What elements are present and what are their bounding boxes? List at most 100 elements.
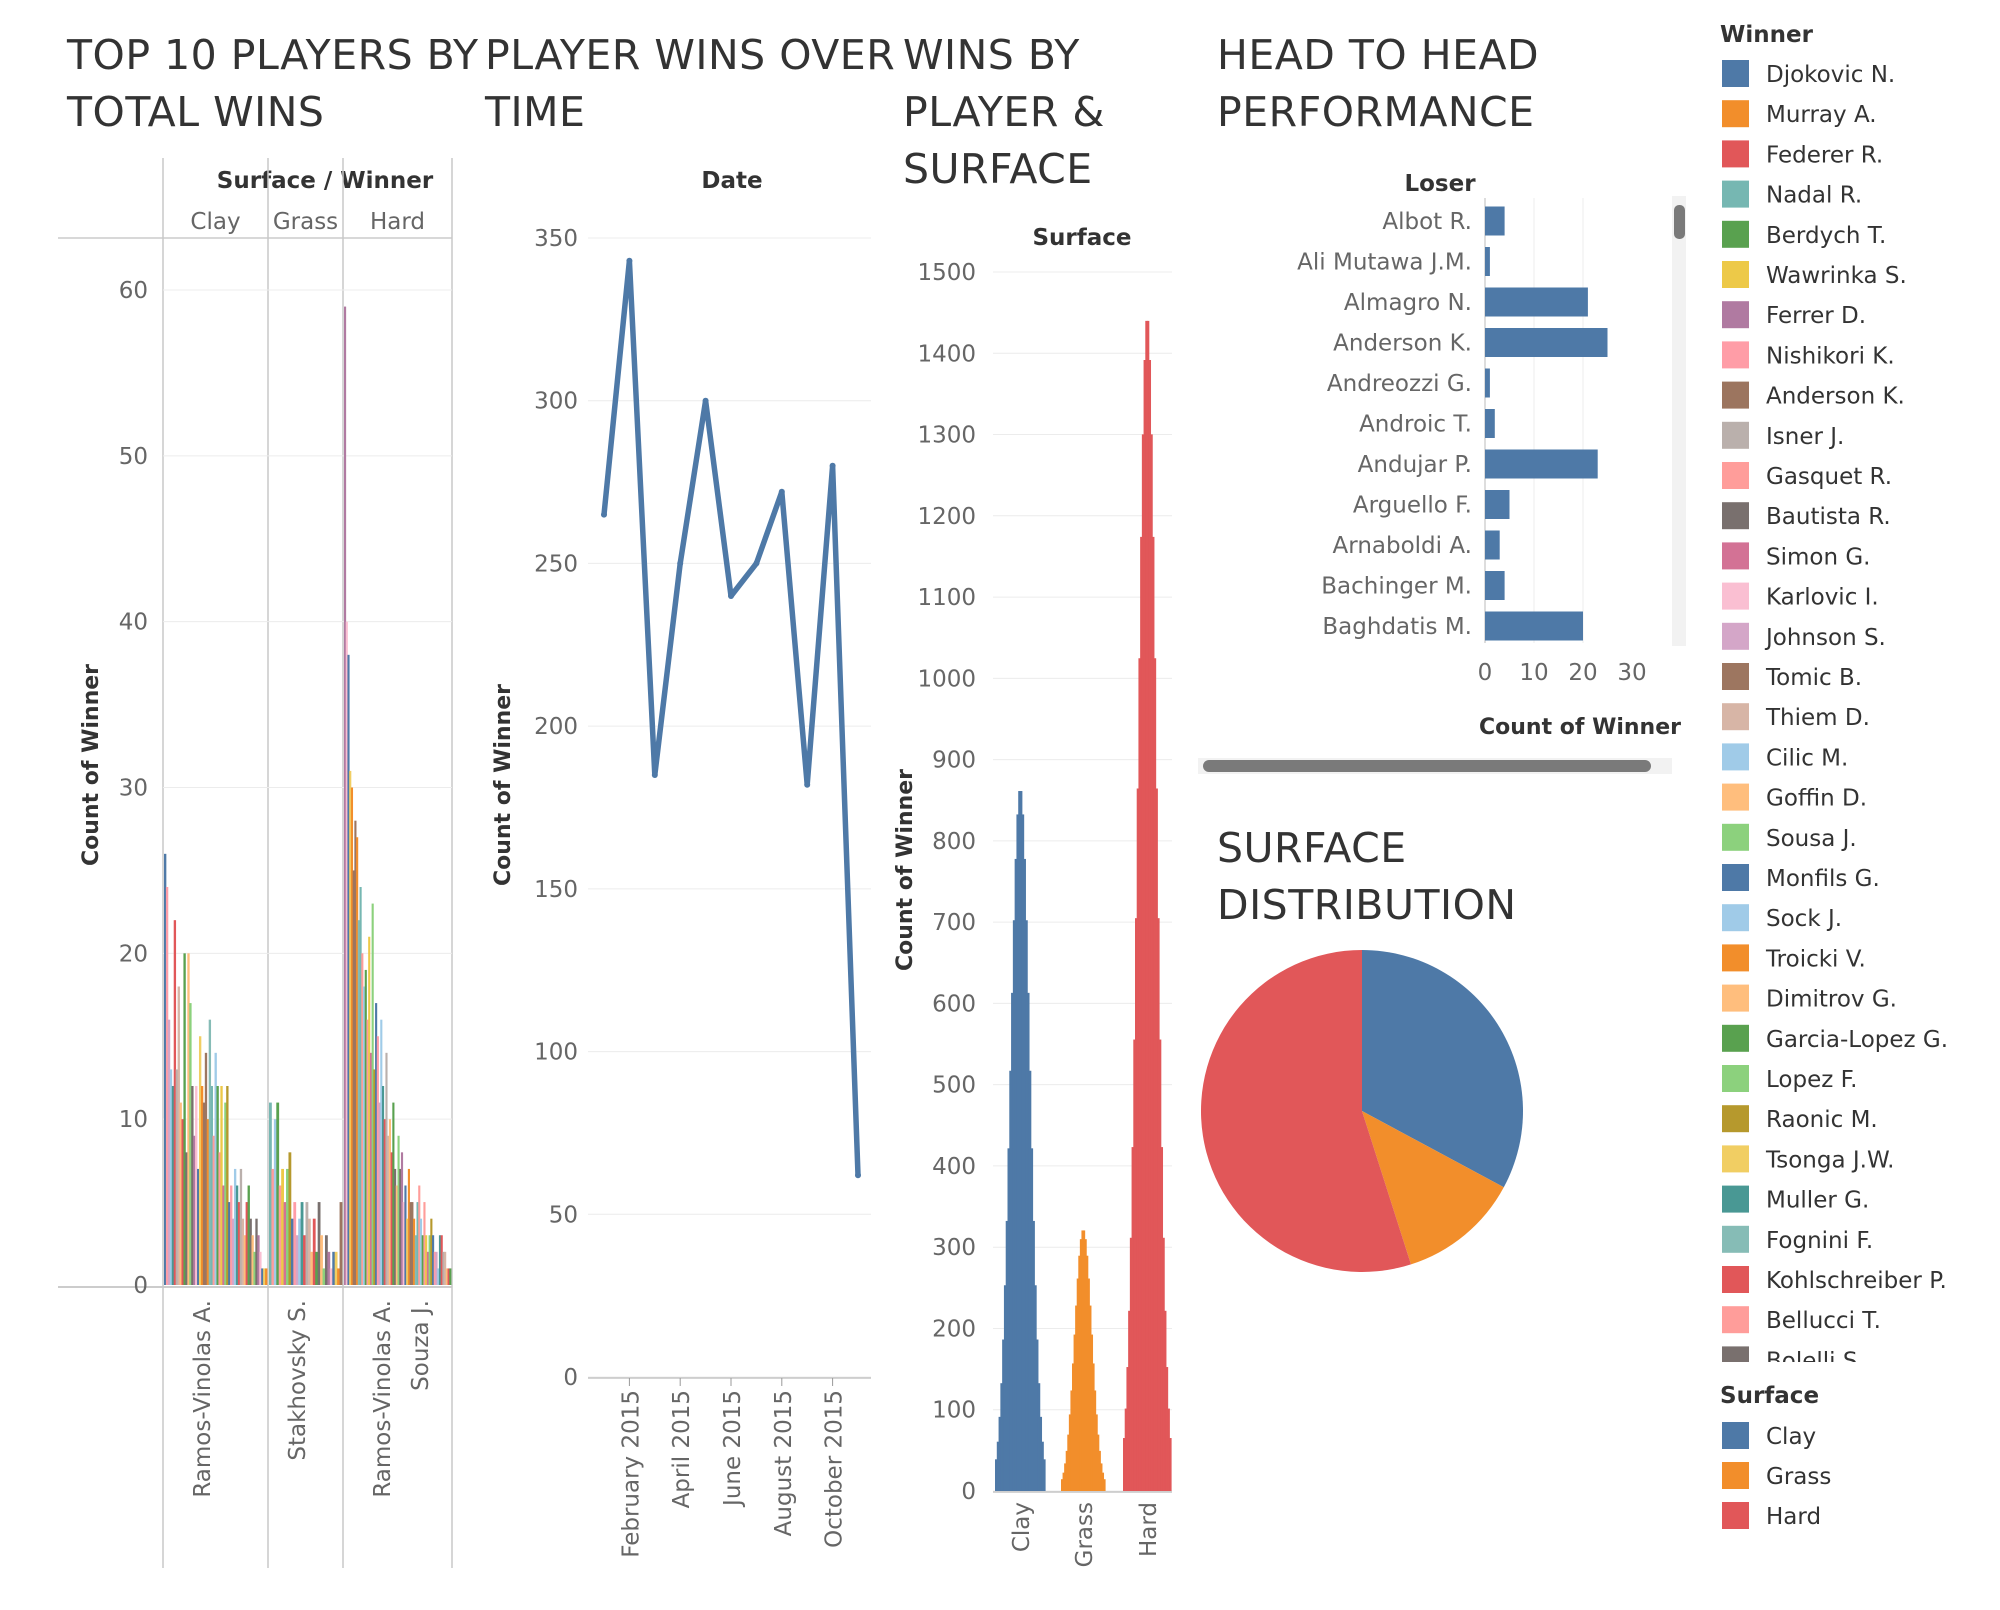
by-surface-bar[interactable] <box>1126 1367 1129 1491</box>
by-surface-bar[interactable] <box>1167 1408 1170 1491</box>
top10-bar[interactable] <box>406 1218 409 1285</box>
h2h-bar[interactable] <box>1485 287 1588 317</box>
top10-bar[interactable] <box>356 837 359 1285</box>
top10-bar[interactable] <box>373 1069 376 1285</box>
by-surface-bar[interactable] <box>1070 1390 1073 1491</box>
top10-bar[interactable] <box>383 1119 386 1285</box>
h2h-hscroll-thumb[interactable] <box>1203 760 1651 772</box>
top10-bar[interactable] <box>224 1102 227 1285</box>
top10-bar[interactable] <box>187 953 190 1285</box>
top10-bar[interactable] <box>350 787 354 1286</box>
winner-legend-item[interactable]: Cilic M. <box>1766 745 1848 771</box>
by-surface-bar[interactable] <box>1097 1434 1100 1491</box>
surface-legend-item[interactable]: Hard <box>1766 1504 1821 1530</box>
by-surface-bar[interactable] <box>1089 1305 1092 1491</box>
top10-bar[interactable] <box>191 1086 194 1285</box>
by-surface-bar[interactable] <box>1135 918 1138 1491</box>
top10-bar[interactable] <box>418 1185 421 1286</box>
winner-legend-item[interactable]: Ferrer D. <box>1766 303 1866 329</box>
top10-bar[interactable] <box>347 654 350 1285</box>
winner-legend-item[interactable]: Fognini F. <box>1766 1228 1873 1254</box>
h2h-bar[interactable] <box>1485 368 1490 398</box>
by-surface-bar[interactable] <box>1067 1434 1070 1491</box>
top10-bar[interactable] <box>349 770 352 1285</box>
top10-bar[interactable] <box>357 920 360 1285</box>
top10-bar[interactable] <box>212 1135 215 1285</box>
top10-bar[interactable] <box>375 1003 378 1285</box>
by-surface-bar[interactable] <box>1030 1148 1034 1491</box>
top10-bar[interactable] <box>197 1168 200 1285</box>
top10-bar[interactable] <box>419 1218 423 1285</box>
top10-bar[interactable] <box>286 1168 289 1285</box>
top10-bar[interactable] <box>400 1152 404 1285</box>
top10-bar[interactable] <box>177 986 180 1286</box>
top10-bar[interactable] <box>298 1218 302 1285</box>
by-surface-bar[interactable] <box>1164 1310 1167 1491</box>
top10-bar[interactable] <box>320 1235 323 1285</box>
by-surface-bar[interactable] <box>1129 1237 1133 1491</box>
by-surface-bar[interactable] <box>1061 1479 1064 1491</box>
h2h-vscroll-track[interactable] <box>1672 196 1686 646</box>
pie-slice[interactable] <box>1200 949 1411 1273</box>
by-surface-bar[interactable] <box>1148 360 1152 1491</box>
top10-bar[interactable] <box>411 1202 414 1285</box>
top10-bar[interactable] <box>378 1102 381 1285</box>
top10-bar[interactable] <box>315 1251 319 1285</box>
by-surface-bar[interactable] <box>1014 858 1018 1491</box>
top10-bar[interactable] <box>332 1251 336 1285</box>
top10-bar[interactable] <box>438 1235 442 1285</box>
top10-bar[interactable] <box>414 1235 417 1285</box>
h2h-bar[interactable] <box>1485 490 1510 519</box>
top10-bar[interactable] <box>295 1235 299 1285</box>
top10-bar[interactable] <box>164 853 167 1285</box>
top10-bar[interactable] <box>283 1202 287 1285</box>
top10-bar[interactable] <box>385 1052 388 1285</box>
top10-bar[interactable] <box>307 1218 311 1285</box>
by-surface-bar[interactable] <box>1000 1383 1003 1491</box>
by-surface-bar[interactable] <box>1023 858 1026 1491</box>
top10-bar[interactable] <box>276 1102 280 1285</box>
top10-bar[interactable] <box>345 621 348 1285</box>
top10-bar[interactable] <box>175 1069 178 1285</box>
top10-bar[interactable] <box>380 1019 383 1285</box>
top10-bar[interactable] <box>202 1102 206 1285</box>
winner-legend-item[interactable]: Tomic B. <box>1765 665 1862 691</box>
by-surface-bar[interactable] <box>1157 918 1160 1491</box>
by-surface-bar[interactable] <box>1145 320 1148 1491</box>
winner-legend-item[interactable]: Bellucci T. <box>1766 1308 1881 1334</box>
top10-bar[interactable] <box>310 1251 314 1285</box>
top10-bar[interactable] <box>265 1268 268 1285</box>
top10-bar[interactable] <box>232 1218 235 1285</box>
by-surface-bar[interactable] <box>1098 1450 1101 1491</box>
top10-bar[interactable] <box>233 1168 237 1285</box>
top10-bar[interactable] <box>261 1268 264 1285</box>
h2h-bar[interactable] <box>1485 449 1598 479</box>
by-surface-bar[interactable] <box>1032 1220 1035 1491</box>
top10-bar[interactable] <box>327 1251 331 1285</box>
by-surface-bar[interactable] <box>1143 360 1146 1491</box>
by-surface-bar[interactable] <box>1043 1459 1046 1491</box>
top10-bar[interactable] <box>426 1251 429 1285</box>
top10-bar[interactable] <box>395 1185 398 1286</box>
by-surface-bar[interactable] <box>1165 1367 1169 1491</box>
top10-bar[interactable] <box>228 1202 231 1285</box>
by-surface-bar[interactable] <box>1100 1463 1103 1491</box>
top10-bar[interactable] <box>179 1102 182 1285</box>
winner-legend-item[interactable]: Isner J. <box>1766 424 1844 450</box>
by-surface-bar[interactable] <box>1041 1441 1044 1491</box>
over-time-point[interactable] <box>651 772 658 778</box>
over-time-point[interactable] <box>753 560 760 567</box>
top10-bar[interactable] <box>413 1218 416 1285</box>
pie-slice[interactable] <box>1362 1111 1504 1265</box>
top10-bar[interactable] <box>253 1251 256 1285</box>
top10-bar[interactable] <box>371 903 374 1285</box>
top10-bar[interactable] <box>366 1019 369 1285</box>
top10-bar[interactable] <box>173 920 177 1285</box>
top10-bar[interactable] <box>387 1135 390 1285</box>
by-surface-bar[interactable] <box>1123 1438 1126 1491</box>
winner-legend-item[interactable]: Garcia-Lopez G. <box>1766 1027 1948 1053</box>
top10-bar[interactable] <box>369 1052 373 1285</box>
top10-bar[interactable] <box>273 1119 277 1285</box>
top10-bar[interactable] <box>245 1202 248 1285</box>
by-surface-bar[interactable] <box>1094 1390 1097 1491</box>
